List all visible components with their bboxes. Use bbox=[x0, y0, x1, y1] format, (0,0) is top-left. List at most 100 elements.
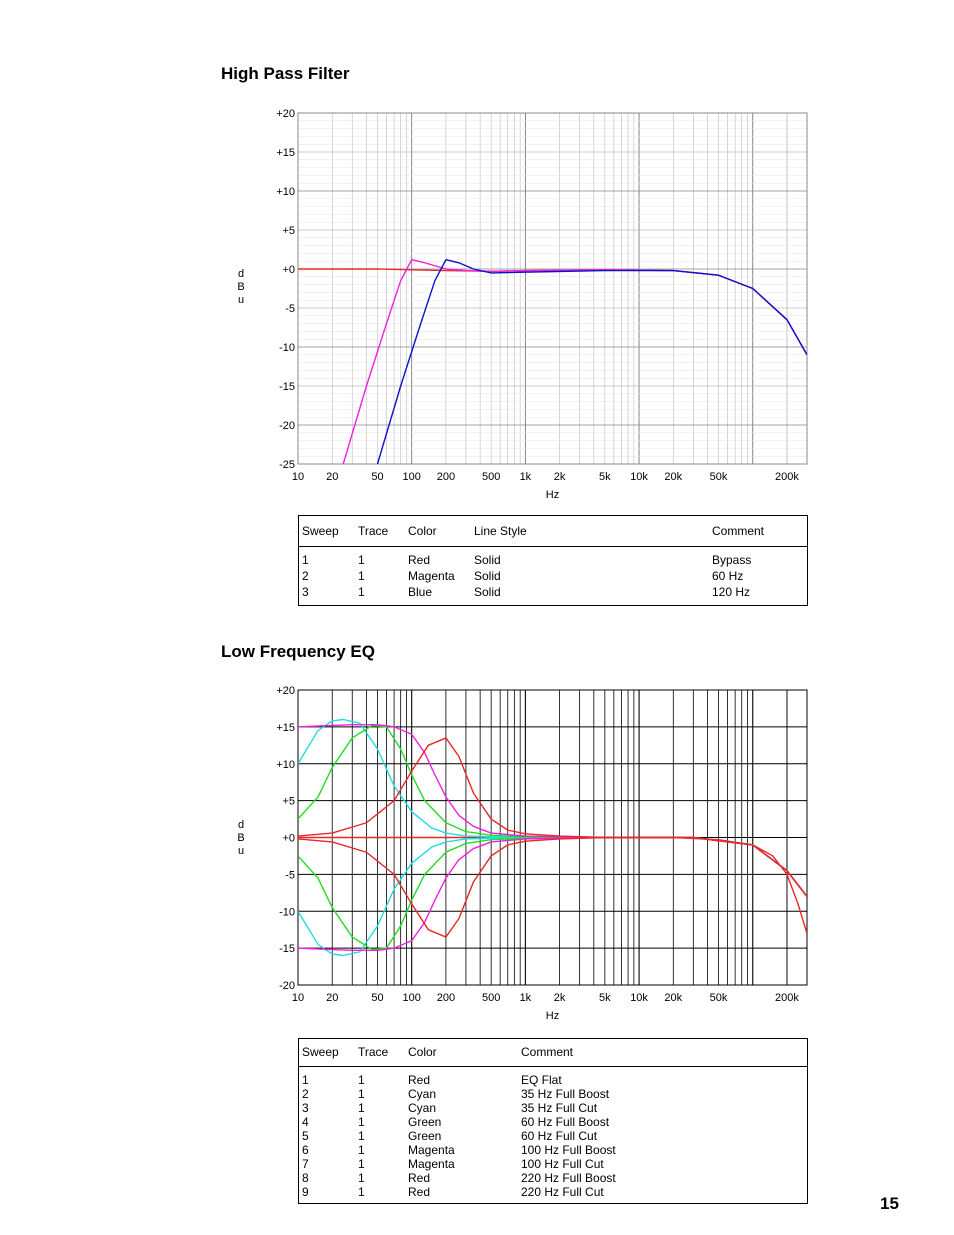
legend-cell: 9 bbox=[302, 1185, 309, 1199]
y-axis-label-char: B bbox=[237, 281, 244, 293]
low-frequency-eq-legend-table: Sweep Trace Color Comment 1 1 Red EQ Flat 2 1 Cyan… bbox=[298, 1038, 808, 1204]
legend-cell: 1 bbox=[358, 1087, 365, 1101]
x-tick-label: 10k bbox=[630, 992, 648, 1004]
y-axis-label-char: B bbox=[237, 832, 244, 844]
y-tick-label: +0 bbox=[282, 833, 295, 845]
x-tick-label: 2k bbox=[554, 471, 566, 483]
y-tick-label: -10 bbox=[279, 342, 295, 354]
legend-cell: 6 bbox=[302, 1143, 309, 1157]
legend-cell: Green bbox=[408, 1115, 442, 1129]
legend-cell: 1 bbox=[358, 1171, 365, 1185]
legend-cell: Bypass bbox=[712, 553, 752, 568]
x-tick-label: 20k bbox=[664, 471, 682, 483]
legend-cell: 1 bbox=[358, 1129, 365, 1143]
table-row: 2 1 Magenta Solid 60 Hz bbox=[299, 569, 808, 585]
legend-cell: 100 Hz Full Cut bbox=[521, 1157, 604, 1171]
y-tick-label: -15 bbox=[279, 943, 295, 955]
legend-cell: Magenta bbox=[408, 569, 455, 584]
legend-cell: 1 bbox=[302, 1073, 309, 1087]
x-tick-label: 100 bbox=[403, 471, 421, 483]
series-line-8 bbox=[298, 737, 807, 897]
legend-header-cell: Sweep bbox=[298, 515, 355, 548]
y-tick-label: +10 bbox=[276, 186, 295, 198]
legend-header-cell: Line Style bbox=[471, 515, 709, 548]
legend-cell: 1 bbox=[358, 569, 365, 584]
legend-cell: 3 bbox=[302, 584, 309, 599]
y-tick-label: +20 bbox=[276, 108, 295, 120]
table-row: 6 1 Magenta 100 Hz Full Boost bbox=[299, 1143, 808, 1157]
legend-header-cell: Trace bbox=[355, 1038, 405, 1067]
section-title-high-pass-filter: High Pass Filter bbox=[221, 64, 350, 83]
legend-header-cell: Comment bbox=[709, 515, 808, 548]
x-tick-label: 10 bbox=[292, 992, 304, 1004]
y-tick-label: -5 bbox=[285, 869, 295, 881]
y-tick-label: +5 bbox=[282, 225, 295, 237]
series-line-1 bbox=[298, 836, 807, 934]
series-line-3 bbox=[298, 836, 807, 957]
legend-cell: 1 bbox=[358, 1115, 365, 1129]
x-tick-label: 50k bbox=[710, 471, 728, 483]
plot-frame bbox=[297, 112, 808, 465]
y-axis-label-char: u bbox=[238, 845, 244, 857]
legend-cell: 220 Hz Full Boost bbox=[521, 1171, 616, 1185]
y-tick-label: +20 bbox=[276, 685, 295, 697]
x-tick-label: 100 bbox=[403, 992, 421, 1004]
legend-cell: 1 bbox=[358, 553, 365, 568]
table-row: 7 1 Magenta 100 Hz Full Cut bbox=[299, 1157, 808, 1171]
legend-cell: 60 Hz bbox=[712, 569, 744, 584]
legend-cell: 7 bbox=[302, 1157, 309, 1171]
x-tick-label: 1k bbox=[520, 471, 532, 483]
legend-header-cell: Sweep bbox=[298, 1038, 355, 1067]
y-axis-label-char: u bbox=[238, 294, 244, 306]
legend-header-row: Sweep Trace Color Line Style Comment bbox=[298, 515, 808, 548]
x-tick-label: 20k bbox=[664, 992, 682, 1004]
y-tick-label: -20 bbox=[279, 420, 295, 432]
legend-header-cell: Trace bbox=[355, 515, 405, 548]
legend-cell: 220 Hz Full Cut bbox=[521, 1185, 604, 1199]
legend-cell: Blue bbox=[408, 584, 433, 599]
legend-cell: Magenta bbox=[408, 1143, 455, 1157]
series-line-4 bbox=[298, 724, 807, 897]
table-row: 9 1 Red 220 Hz Full Cut bbox=[299, 1185, 808, 1204]
legend-header-cell: Color bbox=[405, 1038, 518, 1067]
y-axis-label-char: d bbox=[238, 819, 244, 831]
y-tick-label: -25 bbox=[279, 459, 295, 471]
legend-cell: 4 bbox=[302, 1115, 309, 1129]
legend-cell: 1 bbox=[358, 1143, 365, 1157]
x-tick-label: 50 bbox=[371, 992, 383, 1004]
x-tick-label: 2k bbox=[554, 992, 566, 1004]
x-tick-label: 500 bbox=[482, 471, 500, 483]
legend-header-cell: Comment bbox=[518, 1038, 808, 1067]
table-row: 2 1 Cyan 35 Hz Full Boost bbox=[299, 1087, 808, 1101]
y-tick-label: -15 bbox=[279, 381, 295, 393]
series-line-7 bbox=[298, 836, 807, 952]
x-axis-label: Hz bbox=[546, 489, 559, 501]
y-axis-label-char: d bbox=[238, 268, 244, 280]
x-tick-label: 10 bbox=[292, 471, 304, 483]
legend-cell: 100 Hz Full Boost bbox=[521, 1143, 616, 1157]
legend-cell: 1 bbox=[358, 1185, 365, 1199]
x-axis-label: Hz bbox=[546, 1010, 559, 1022]
legend-cell: 8 bbox=[302, 1171, 309, 1185]
legend-cell: Green bbox=[408, 1129, 442, 1143]
legend-cell: 1 bbox=[358, 1157, 365, 1171]
x-tick-label: 200k bbox=[775, 471, 799, 483]
y-tick-label: +0 bbox=[282, 264, 295, 276]
legend-cell: 1 bbox=[302, 553, 309, 568]
legend-cell: 2 bbox=[302, 1087, 309, 1101]
x-tick-label: 20 bbox=[326, 992, 338, 1004]
y-tick-label: -10 bbox=[279, 906, 295, 918]
legend-cell: Magenta bbox=[408, 1157, 455, 1171]
y-tick-label: +15 bbox=[276, 147, 295, 159]
page-number: 15 bbox=[880, 1194, 899, 1213]
table-row: 3 1 Cyan 35 Hz Full Cut bbox=[299, 1101, 808, 1115]
high-pass-legend-table: Sweep Trace Color Line Style Comment 1 1 Red Sol… bbox=[298, 515, 808, 606]
table-row: 8 1 Red 220 Hz Full Boost bbox=[299, 1171, 808, 1185]
legend-cell: Solid bbox=[474, 584, 501, 599]
legend-header-row: Sweep Trace Color Comment bbox=[298, 1038, 808, 1067]
legend-cell: 1 bbox=[358, 1073, 365, 1087]
legend-cell: Cyan bbox=[408, 1087, 437, 1101]
legend-cell: Solid bbox=[474, 569, 501, 584]
legend-cell: 120 Hz bbox=[712, 584, 751, 599]
